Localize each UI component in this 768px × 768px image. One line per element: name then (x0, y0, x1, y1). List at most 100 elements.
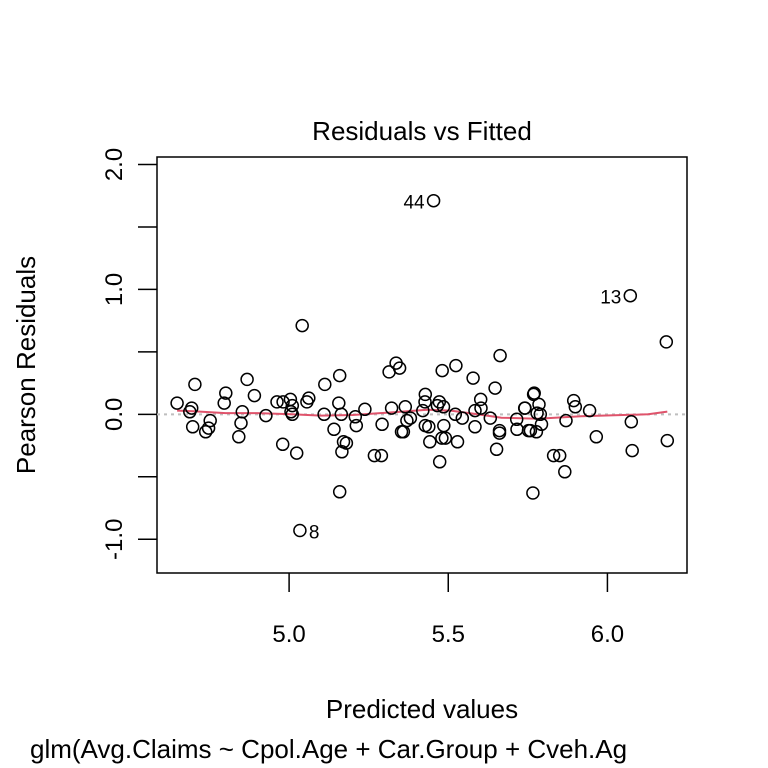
data-point (375, 417, 389, 432)
data-point (349, 418, 364, 433)
data-point (660, 433, 675, 448)
data-point (489, 442, 504, 457)
y-tick-label: 0.0 (101, 398, 128, 431)
data-point (416, 403, 430, 418)
data-point (382, 365, 396, 379)
chart-title: Residuals vs Fitted (312, 116, 532, 146)
x-tick-label: 6.0 (591, 621, 624, 648)
data-point (203, 413, 217, 428)
plot-area-frame (156, 156, 688, 574)
y-tick-label: -1.0 (101, 519, 128, 560)
data-point (398, 400, 413, 414)
y-tick-label: 1.0 (101, 273, 128, 306)
x-tick-label: 5.0 (272, 621, 305, 648)
data-point (234, 416, 248, 430)
data-point (566, 393, 581, 408)
data-point (270, 395, 284, 409)
data-point (552, 448, 567, 463)
data-point (546, 448, 561, 463)
data-point (473, 392, 488, 407)
data-point (529, 425, 544, 439)
y-axis-label: Pearson Residuals (11, 256, 41, 474)
data-point (527, 386, 541, 400)
data-point (334, 407, 349, 422)
x-axis: 5.0 5.5 6.0 (272, 573, 624, 648)
data-point (582, 403, 597, 418)
data-point (235, 405, 250, 419)
data-point (466, 371, 480, 385)
data-point (293, 523, 307, 538)
y-tick-label: 2.0 (101, 148, 128, 181)
point-id-label: 13 (600, 288, 621, 309)
data-point (559, 413, 573, 428)
data-point (493, 348, 507, 363)
data-point (418, 387, 433, 402)
data-point (422, 420, 436, 434)
data-point (449, 358, 463, 373)
data-point (367, 448, 382, 463)
data-point (217, 396, 231, 410)
data-point (384, 401, 399, 415)
data-point (455, 411, 470, 425)
data-point (403, 411, 418, 425)
data-point (509, 412, 524, 427)
data-point (436, 400, 451, 414)
data-point (183, 405, 197, 419)
data-point (435, 363, 449, 378)
y-axis: -1.0 0.0 1.0 2.0 (101, 148, 157, 560)
data-point (240, 372, 254, 387)
data-point (332, 368, 347, 383)
data-point (198, 425, 213, 439)
data-point (358, 402, 372, 417)
data-point (285, 407, 300, 422)
data-point (300, 395, 314, 409)
data-point (317, 407, 331, 422)
x-tick-label: 5.5 (432, 621, 465, 648)
data-point (348, 410, 363, 424)
point-id-label: 8 (309, 523, 320, 544)
data-point (185, 420, 200, 434)
data-point (533, 407, 548, 422)
data-point (483, 411, 498, 425)
data-point (437, 418, 451, 433)
data-point (201, 421, 216, 435)
data-point (488, 381, 502, 395)
data-point (430, 398, 445, 413)
data-point (558, 465, 572, 479)
data-point (450, 435, 465, 449)
data-point (426, 193, 441, 208)
data-point (374, 448, 389, 463)
data-point (435, 431, 449, 445)
data-point (468, 403, 482, 418)
data-point (295, 318, 309, 333)
data-point (468, 420, 482, 434)
model-formula-subtitle: glm(Avg.Claims ~ Cpol.Age + Car.Group + … (30, 734, 627, 764)
data-point (432, 455, 447, 469)
data-point (332, 396, 346, 410)
data-point (492, 426, 507, 440)
data-point (438, 431, 453, 445)
data-point (568, 400, 583, 414)
data-point (285, 398, 300, 413)
data-point (448, 407, 463, 422)
x-axis-label: Predicted values (326, 694, 518, 724)
data-point (259, 408, 273, 423)
data-point (659, 335, 674, 349)
data-point (332, 485, 347, 499)
data-point (532, 397, 546, 412)
data-point (188, 377, 202, 392)
data-point (418, 395, 432, 409)
point-id-label: 44 (403, 193, 425, 214)
points-layer (170, 193, 675, 538)
data-point (232, 430, 246, 444)
data-point (521, 423, 536, 438)
data-point (275, 437, 290, 452)
data-point (339, 436, 354, 450)
data-point (625, 443, 639, 458)
data-point (276, 395, 290, 409)
data-point (318, 377, 332, 392)
data-point (289, 446, 304, 460)
data-point (247, 388, 262, 403)
data-point (526, 486, 540, 500)
